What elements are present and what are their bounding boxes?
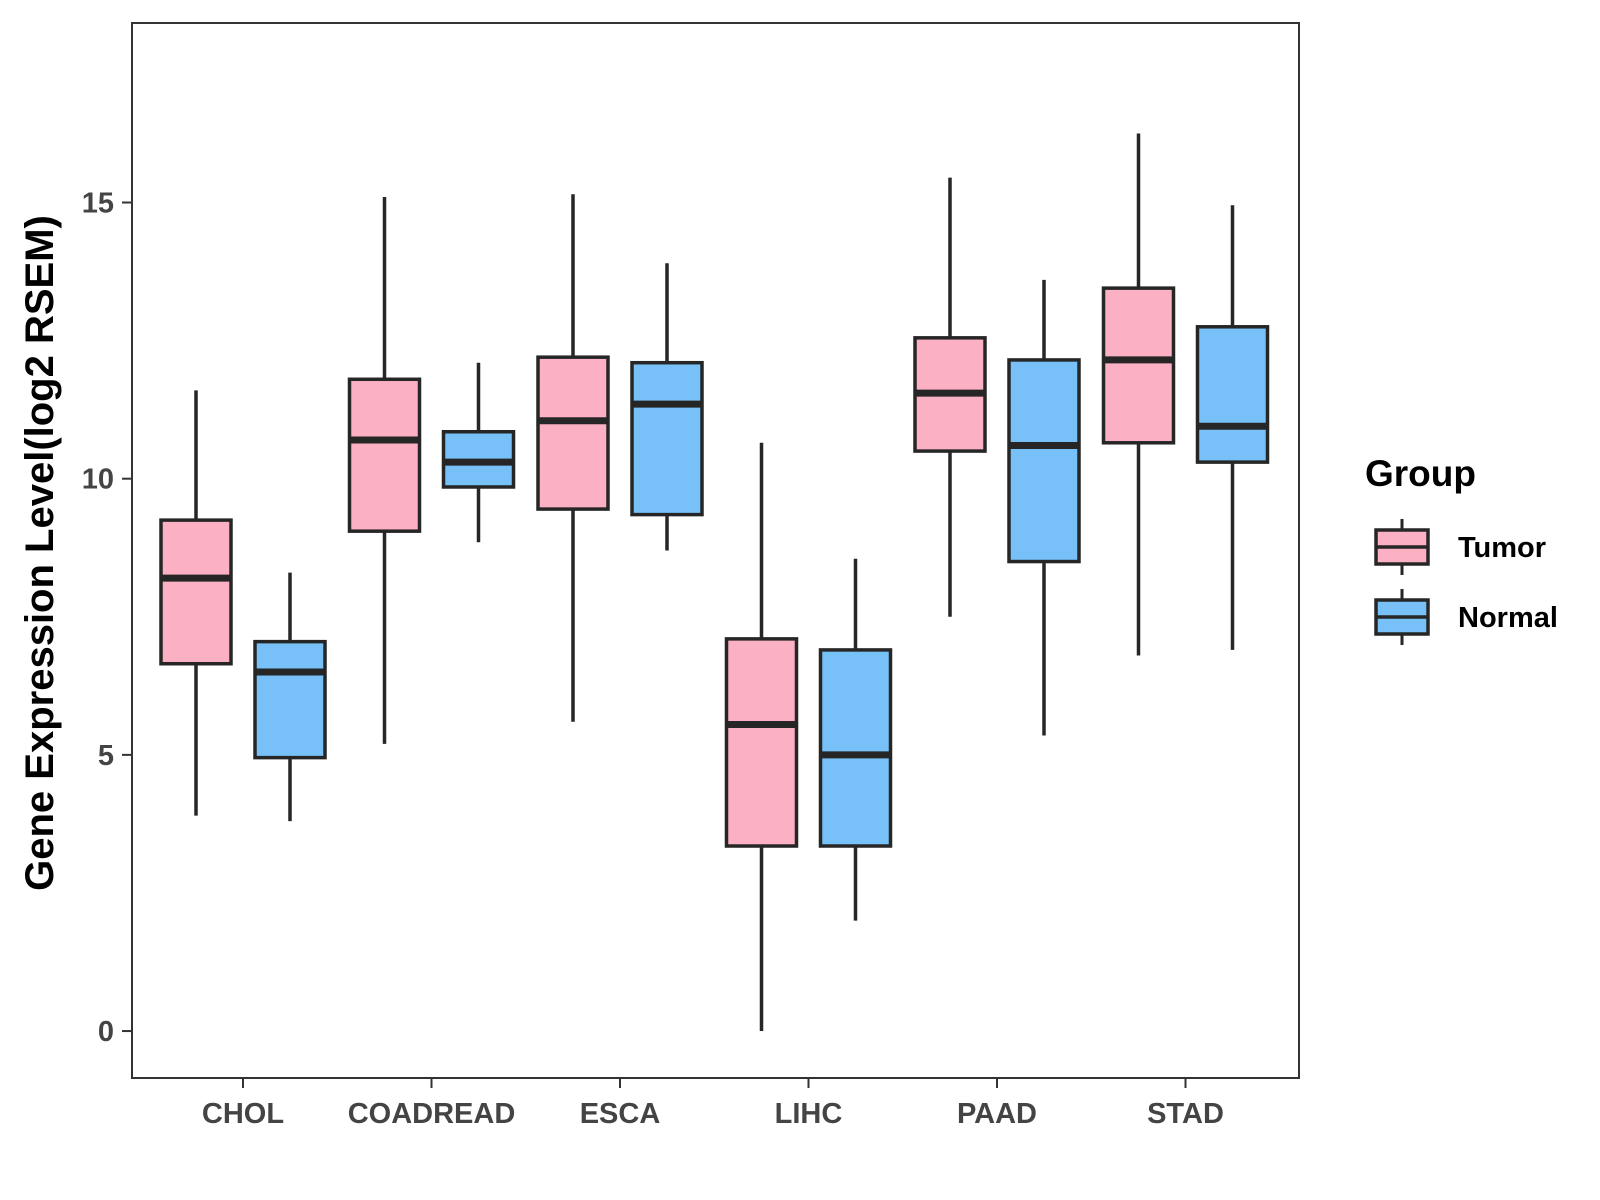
box-body [253, 639, 327, 760]
legend-item-normal: Normal [1374, 589, 1558, 645]
legend-title: Group [1365, 453, 1476, 494]
box-tumor-lihc [724, 442, 799, 1032]
box-tumor-coadread [347, 196, 422, 744]
legend-label: Tumor [1458, 532, 1546, 564]
box-normal-stad [1195, 205, 1270, 650]
box-tumor-paad [913, 177, 987, 617]
y-axis-title: Gene Expression Level(log2 RSEM) [18, 215, 62, 891]
legend-label: Normal [1458, 602, 1558, 634]
box-normal-esca [630, 263, 704, 551]
y-tick-label: 15 [82, 188, 114, 220]
box-groups [159, 133, 1270, 1032]
y-tick-label: 0 [98, 1016, 114, 1048]
y-tick-label: 10 [82, 464, 114, 496]
legend-item-tumor: Tumor [1374, 519, 1546, 575]
box-tumor-esca [536, 194, 610, 722]
x-tick-label-chol: CHOL [202, 1098, 284, 1130]
x-axis: CHOL COADREAD ESCA LIHC PAAD STAD [202, 1078, 1224, 1130]
box-body [1195, 325, 1270, 464]
x-tick-label-lihc: LIHC [775, 1098, 843, 1130]
x-tick-label-paad: PAAD [957, 1098, 1037, 1130]
box-tumor-chol [159, 390, 233, 816]
box-body [536, 355, 610, 511]
box-body [724, 637, 799, 848]
y-tick-label: 5 [98, 740, 114, 772]
legend: Group Tumor Normal [1365, 453, 1558, 645]
box-tumor-stad [1101, 133, 1176, 656]
box-body [159, 518, 233, 666]
x-tick-label-esca: ESCA [580, 1098, 661, 1130]
box-body [1007, 358, 1081, 564]
y-axis: 0 5 10 15 [82, 188, 132, 1048]
box-body [630, 360, 704, 517]
plot-panel [131, 22, 1300, 1079]
box-normal-chol [253, 572, 327, 822]
box-normal-paad [1007, 279, 1081, 736]
box-body [347, 377, 422, 533]
box-normal-lihc [818, 558, 893, 921]
box-normal-coadread [441, 362, 516, 543]
x-tick-label-coadread: COADREAD [348, 1098, 516, 1130]
box-body [1101, 286, 1176, 445]
x-tick-label-stad: STAD [1147, 1098, 1224, 1130]
box-body [818, 648, 893, 848]
